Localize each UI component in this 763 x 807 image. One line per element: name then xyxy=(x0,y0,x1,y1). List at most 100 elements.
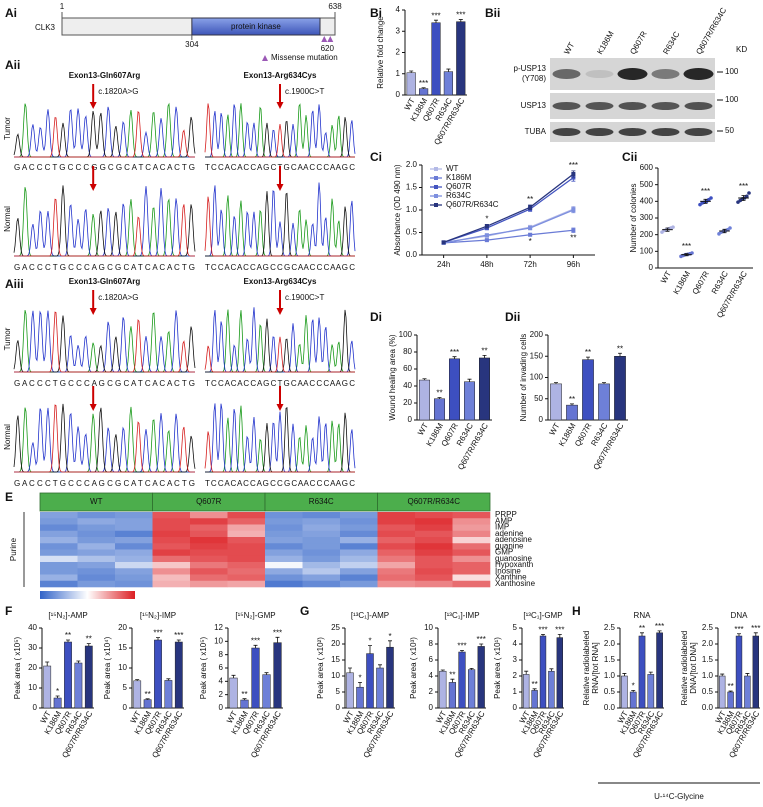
heatmap-cell xyxy=(190,524,228,532)
panel-label: Bi xyxy=(370,6,382,20)
y-tick-label: 4 xyxy=(513,639,518,648)
band xyxy=(618,102,647,110)
legend-label: R634C xyxy=(446,191,471,200)
bar xyxy=(251,647,260,709)
bar xyxy=(638,635,646,709)
sequence-text: G A C C C T G C C C A G C G C A T C A C … xyxy=(14,263,195,272)
position-label: 304 xyxy=(185,40,199,49)
row-label: guanine xyxy=(495,541,524,550)
chart-title: [¹³C₁]-IMP xyxy=(444,611,479,620)
significance: * xyxy=(56,687,59,696)
row-label: guanosine xyxy=(495,554,532,563)
band xyxy=(585,70,614,78)
y-tick-label: 10 xyxy=(424,623,433,632)
y-tick-label: 1.5 xyxy=(702,655,714,664)
bar xyxy=(240,699,249,709)
error-bar xyxy=(86,643,91,646)
y-tick-label: 2 xyxy=(513,671,518,680)
heatmap-cell xyxy=(302,555,341,563)
error-bar xyxy=(434,19,438,23)
significance: ** xyxy=(527,195,533,204)
y-tick-label: 4 xyxy=(429,671,434,680)
sequence-title: Exon13-Gln607Arg xyxy=(69,71,141,80)
chromatogram-trace xyxy=(205,117,355,158)
heatmap-cell xyxy=(77,524,116,532)
heatmap-cell xyxy=(265,512,303,519)
heatmap-cell xyxy=(415,568,453,575)
heatmap-cell xyxy=(340,568,378,575)
y-tick-label: 4 xyxy=(219,676,224,685)
significance: * xyxy=(632,682,635,691)
heatmap-cell xyxy=(115,555,153,563)
significance: * xyxy=(529,237,532,246)
blot-marker: 100 xyxy=(725,67,739,76)
mutation-arrow-head xyxy=(89,404,97,411)
bar xyxy=(479,357,490,421)
heatmap-cell xyxy=(227,549,266,557)
y-tick-label: 0 xyxy=(219,703,224,712)
heatmap-cell xyxy=(415,518,453,525)
y-tick-label: 2 xyxy=(396,48,401,57)
significance: *** xyxy=(431,11,440,20)
chromatogram-trace xyxy=(205,103,355,158)
y-tick-label: 150 xyxy=(530,351,544,360)
error-bar xyxy=(586,356,590,360)
error-bar xyxy=(479,643,484,647)
legend-label: Q607R xyxy=(446,182,472,191)
y-axis-label: RNA/[tot RNA] xyxy=(591,642,600,694)
y-tick-label: 100 xyxy=(399,330,413,339)
heatmap-cell xyxy=(302,512,341,519)
bar xyxy=(174,641,183,709)
x-tick-label: K186M xyxy=(672,269,693,296)
row-label: GMP xyxy=(495,548,513,557)
heatmap-cell xyxy=(190,574,228,582)
panel-label: Di xyxy=(370,310,382,324)
heatmap-cell xyxy=(152,530,191,538)
legend-marker xyxy=(434,194,438,198)
significance: *** xyxy=(456,11,465,20)
bar xyxy=(74,662,83,709)
sequence-text: T C C A C A C C A G C C G C A A C C C A … xyxy=(205,263,355,272)
heatmap-cell xyxy=(377,555,416,563)
series-marker xyxy=(484,238,489,243)
heatmap-cell xyxy=(190,530,228,538)
sequence-text: G A C C C T G C C C G G C G C A T C A C … xyxy=(14,163,195,172)
error-bar xyxy=(275,636,280,643)
bar xyxy=(548,670,555,709)
heatmap-cell xyxy=(77,580,116,588)
bar xyxy=(53,697,62,709)
error-bar xyxy=(570,403,574,406)
row-label: adenosine xyxy=(495,535,532,544)
error-bar xyxy=(358,682,362,688)
bar xyxy=(376,667,384,709)
heatmap-cell xyxy=(40,530,78,538)
heatmap-cell xyxy=(340,555,378,563)
sequence-text: T C C A C A C C A G C T G C A A C C C A … xyxy=(205,379,355,388)
chromatogram-trace xyxy=(204,431,355,473)
significance: *** xyxy=(682,242,691,251)
chromatogram-trace xyxy=(205,182,356,257)
error-bar xyxy=(467,378,472,382)
y-tick-label: 50 xyxy=(534,394,543,403)
heatmap-cell xyxy=(190,555,228,563)
domain-label: protein kinase xyxy=(231,22,281,31)
legend-marker xyxy=(434,167,438,171)
mutation-arrow-head xyxy=(276,102,284,109)
blot-unit: KD xyxy=(736,45,747,54)
bar xyxy=(621,675,628,709)
heatmap-cell xyxy=(265,580,303,588)
heatmap-cell xyxy=(115,580,153,588)
row-label: Hypoxanth xyxy=(495,560,533,569)
y-tick-label: 2.5 xyxy=(604,623,616,632)
y-tick-label: 6 xyxy=(219,663,224,672)
significance: *** xyxy=(555,626,564,635)
heatmap-cell xyxy=(415,555,453,563)
legend-marker xyxy=(434,203,438,207)
chart-title: [¹³C₁]-GMP xyxy=(523,611,562,620)
series-line xyxy=(443,173,574,244)
y-tick-label: 0 xyxy=(123,703,128,712)
heatmap-cell xyxy=(40,549,78,557)
heatmap-cell xyxy=(452,562,491,569)
y-tick-label: 1.5 xyxy=(406,183,418,192)
heatmap-cell xyxy=(302,568,341,575)
